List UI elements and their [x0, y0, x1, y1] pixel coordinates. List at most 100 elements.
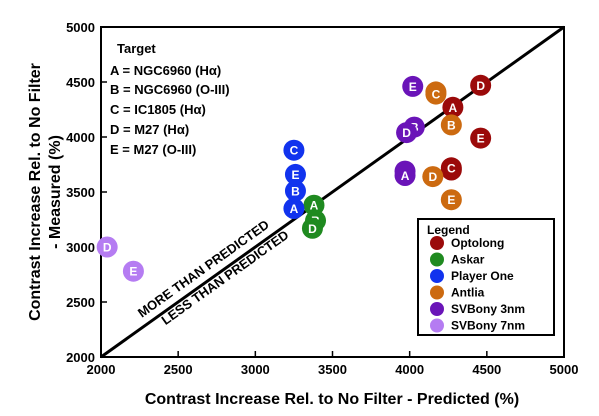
target-entry-d: D = M27 (Hα) [110, 122, 189, 137]
point-label: B [447, 118, 456, 132]
point-label: C [290, 144, 299, 158]
point-antlia-d: D [422, 166, 444, 188]
legend-swatch [430, 236, 444, 250]
point-optolong-c: C [440, 157, 462, 179]
point-optolong-a: A [442, 96, 464, 118]
point-optolong-e: E [470, 127, 492, 149]
x-tick-label: 2500 [164, 362, 193, 377]
legend-item-antlia: Antlia [430, 285, 485, 300]
point-marker [122, 260, 144, 282]
point-player-one-a: A [283, 198, 305, 219]
x-tick-label: 2000 [87, 362, 116, 377]
legend-swatch [430, 252, 444, 267]
y-tick-label: 4000 [66, 130, 95, 145]
point-optolong-d: D [470, 74, 492, 96]
point-label: A [449, 101, 458, 115]
x-tick-label: 3500 [318, 362, 347, 377]
y-axis-label-line-2: - Measured (%) [47, 135, 64, 249]
point-marker [283, 198, 305, 219]
legend-label: SVBony 3nm [451, 302, 525, 316]
point-label: C [447, 161, 456, 175]
point-label: A [401, 169, 410, 183]
x-tick-label: 4000 [395, 362, 424, 377]
x-tick-label: 3000 [241, 362, 270, 377]
point-marker [425, 83, 447, 105]
point-player-one-e: E [284, 163, 306, 185]
target-entry-a: A = NGC6960 (Hα) [110, 63, 221, 78]
point-label: D [103, 241, 112, 255]
point-label: E [129, 265, 137, 279]
legend-swatch [430, 285, 444, 300]
target-title: Target [117, 41, 156, 56]
point-svbony-7nm-e: E [122, 260, 144, 282]
tick-group: 2000 2500 3000 3500 4000 4500 5000 2000 2500 3000… [66, 20, 578, 377]
point-label: A [310, 199, 319, 213]
point-askar-a: A [303, 194, 325, 216]
legend-item-svbony-3nm: SVBony 3nm [430, 302, 525, 316]
point-label: D [308, 222, 317, 236]
legend-label: Player One [451, 269, 514, 283]
point-antlia-c: C [425, 83, 447, 105]
point-label: E [291, 168, 299, 182]
point-label: C [432, 88, 441, 102]
legend-label: Askar [451, 253, 485, 267]
data-points: ABCDEABDABCEABCDEBCADEDE [96, 74, 492, 282]
y-tick-label: 5000 [66, 20, 95, 35]
y-tick-label: 3500 [66, 185, 95, 200]
legend-label: SVBony 7nm [451, 319, 525, 333]
x-tick-label: 5000 [550, 362, 579, 377]
point-marker [284, 163, 306, 185]
point-svbony-3nm-d: D [396, 122, 418, 144]
x-axis-label: Contrast Increase Rel. to No Filter - Pr… [145, 391, 519, 408]
point-player-one-c: C [283, 139, 305, 161]
point-svbony-3nm-a: A [394, 165, 416, 186]
point-marker [96, 236, 118, 258]
point-marker [284, 180, 306, 202]
point-marker [283, 139, 305, 161]
point-label: A [290, 202, 299, 216]
y-tick-label: 2500 [66, 295, 95, 310]
legend-item-askar: Askar [430, 252, 485, 267]
point-antlia-b: B [440, 114, 462, 136]
y-tick-label: 4500 [66, 75, 95, 90]
target-entry-b: B = NGC6960 (O-III) [110, 82, 230, 97]
point-label: D [428, 170, 437, 184]
y-axis-label-line-1: Contrast Increase Rel. to No Filter [27, 63, 44, 321]
point-label: E [447, 193, 455, 207]
point-label: E [409, 80, 417, 94]
point-marker [422, 166, 444, 188]
point-label: E [477, 132, 485, 146]
legend-item-player-one: Player One [430, 269, 514, 283]
legend-item-svbony-7nm: SVBony 7nm [430, 318, 525, 333]
point-marker [442, 96, 464, 118]
point-marker [402, 75, 424, 97]
point-marker [470, 127, 492, 149]
y-tick-label: 3000 [66, 240, 95, 255]
y-axis-label: Contrast Increase Rel. to No Filter - Me… [27, 63, 64, 321]
point-label: B [291, 184, 300, 198]
target-box: Target A = NGC6960 (Hα) B = NGC6960 (O-I… [110, 41, 230, 157]
legend-items: Optolong Askar Player One Antlia SVBony 3nm S… [430, 236, 525, 333]
point-player-one-b: B [284, 180, 306, 202]
legend-swatch [430, 318, 444, 333]
point-marker [303, 194, 325, 216]
point-marker [470, 74, 492, 96]
legend-item-optolong: Optolong [430, 236, 504, 250]
point-svbony-7nm-d: D [96, 236, 118, 258]
legend-title: Legend [427, 223, 470, 237]
point-marker [440, 114, 462, 136]
legend-label: Antlia [451, 286, 485, 300]
point-svbony-3nm-e: E [402, 75, 424, 97]
point-marker [440, 189, 462, 211]
point-askar-d: D [301, 217, 323, 239]
point-marker [396, 122, 418, 144]
legend-swatch [430, 269, 444, 283]
point-marker [301, 217, 323, 239]
point-label: D [476, 79, 485, 93]
point-antlia-e: E [440, 189, 462, 211]
target-entry-e: E = M27 (O-III) [110, 142, 196, 157]
x-tick-label: 4500 [472, 362, 501, 377]
legend: Legend Optolong Askar Player One Antlia SVBo… [417, 218, 555, 336]
